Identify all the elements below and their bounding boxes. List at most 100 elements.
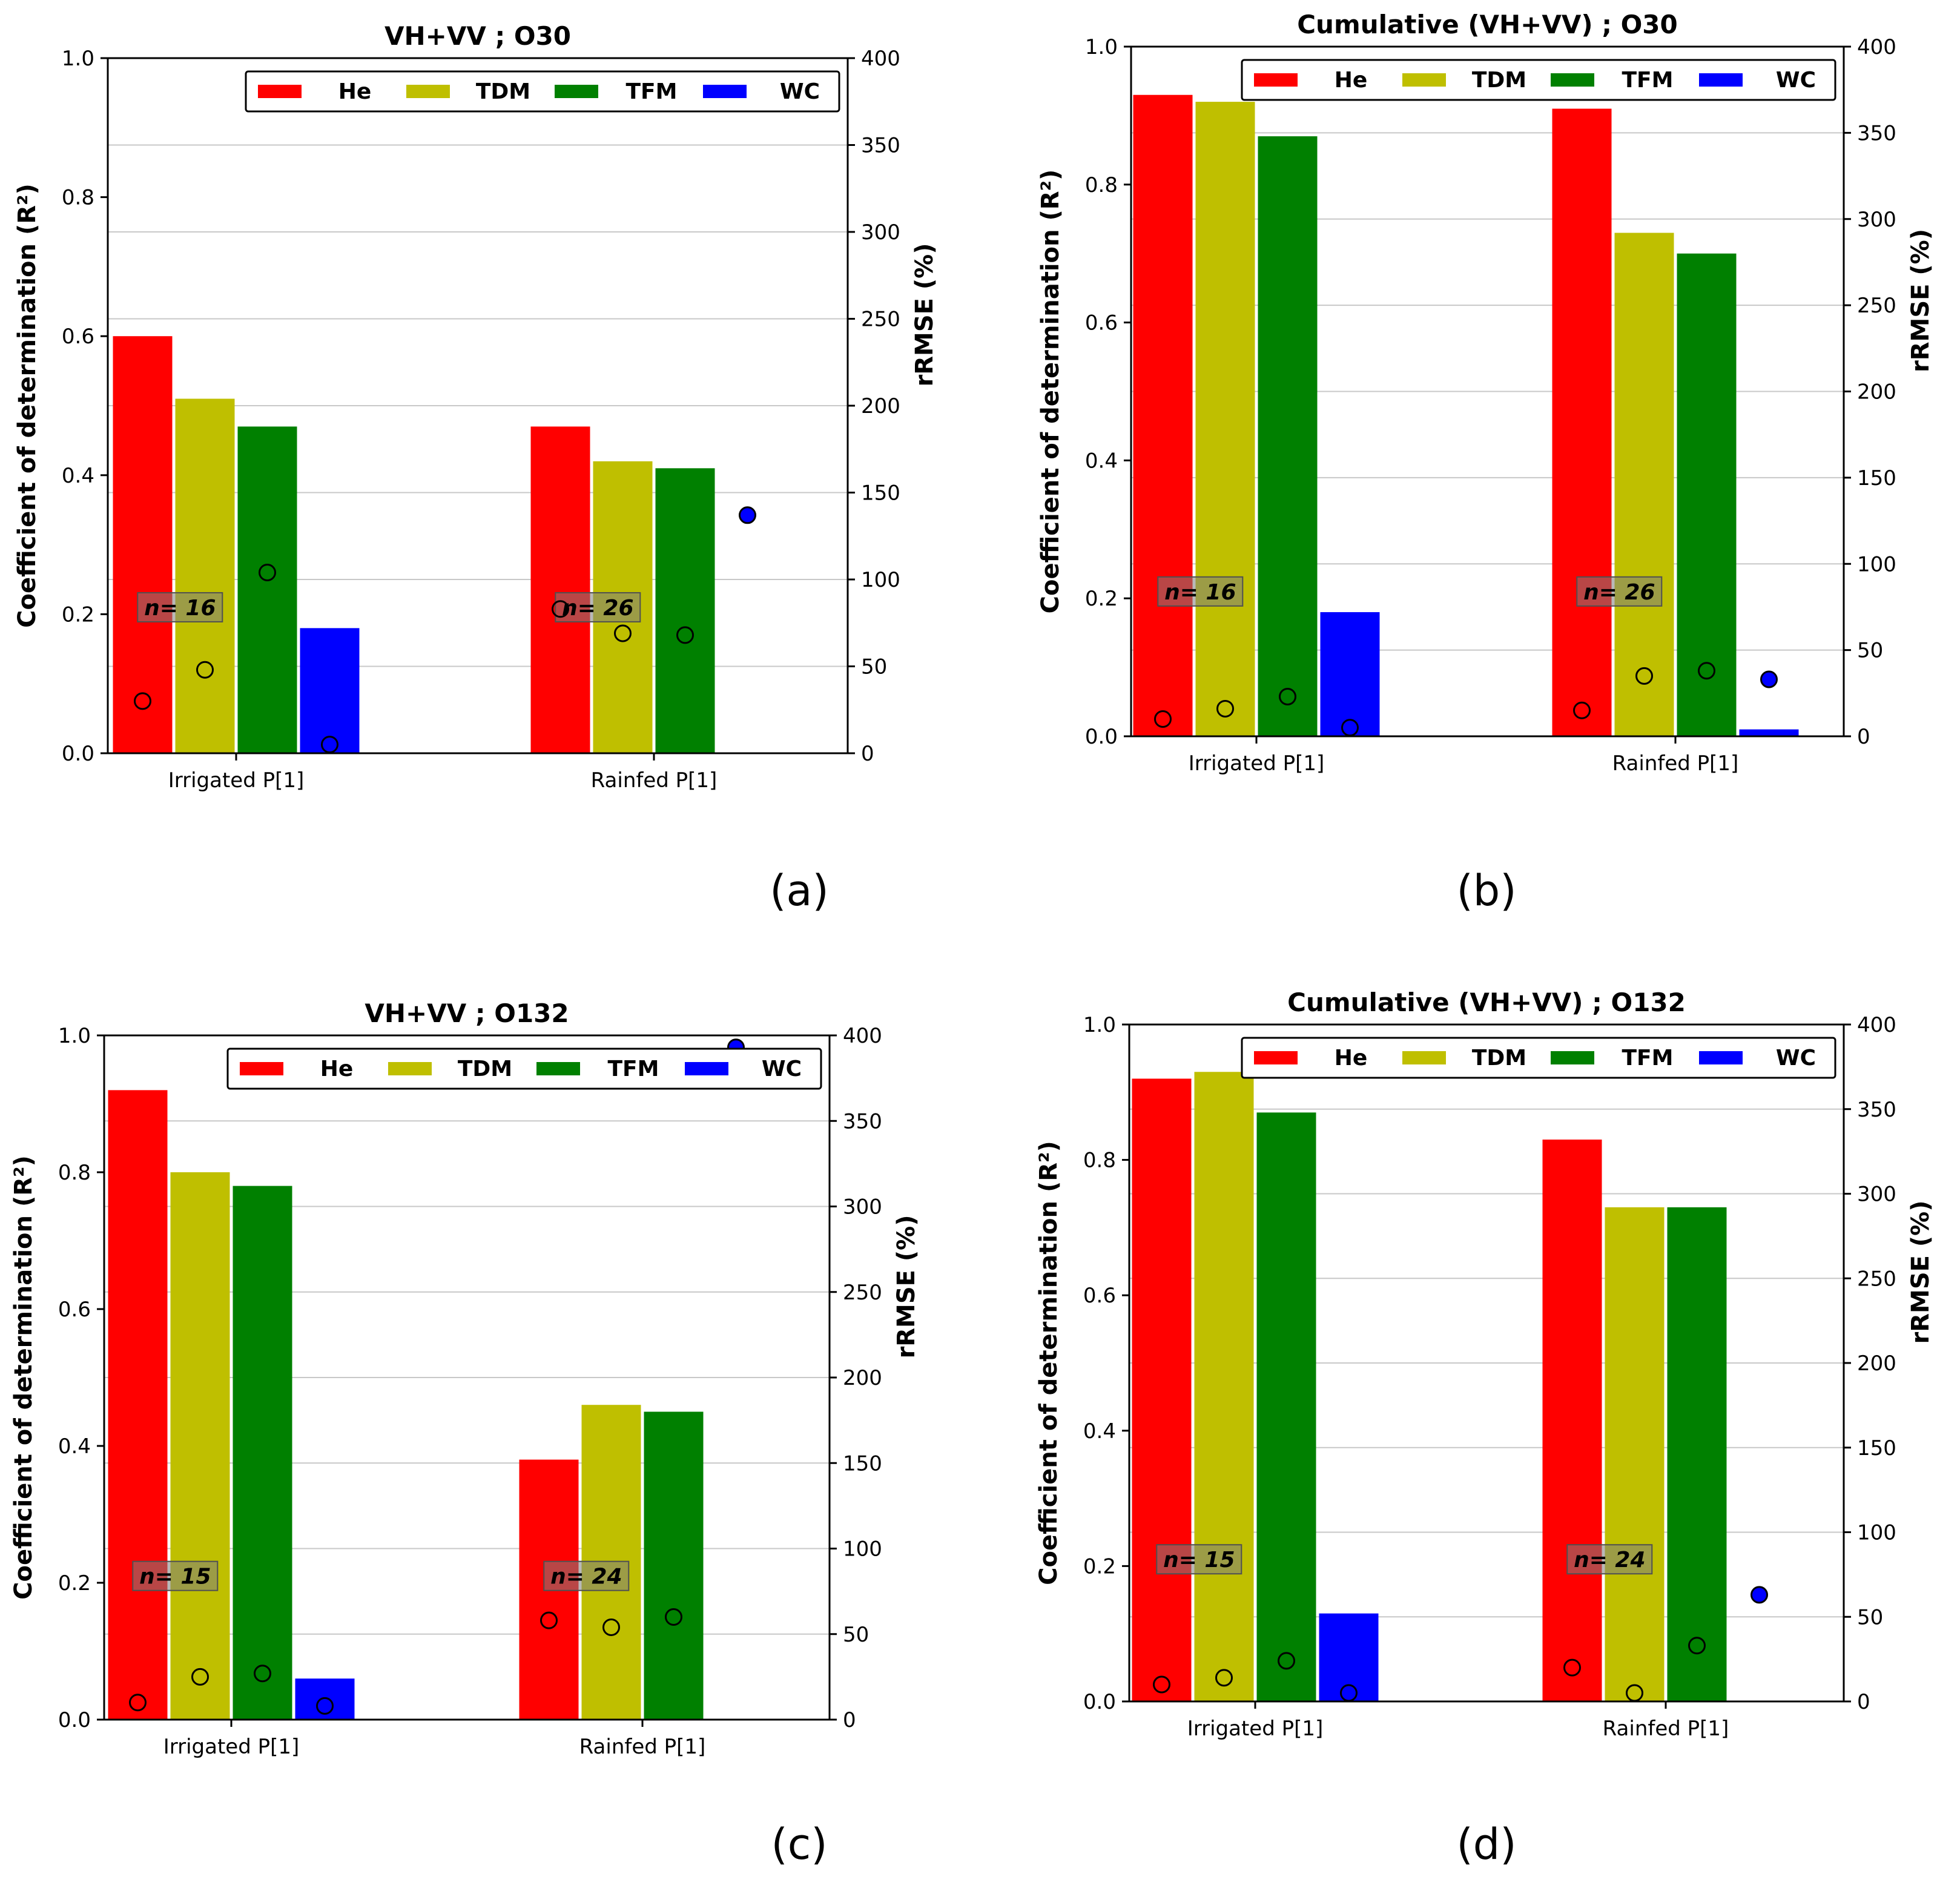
y2-tick-label: 150: [843, 1451, 882, 1476]
rrmse-marker-he: [129, 1694, 147, 1712]
x-tick-label: Rainfed P[1]: [1612, 751, 1739, 776]
bar-tdm-rainfed: [1614, 233, 1674, 736]
legend-swatch-wc: [685, 1062, 728, 1075]
y2-tick-label: 400: [843, 1024, 882, 1048]
rrmse-marker-tfm: [254, 1665, 271, 1683]
x-tick-label: Irrigated P[1]: [1189, 751, 1325, 776]
y2-tick-label: 350: [843, 1109, 882, 1133]
legend-label-wc: WC: [1776, 1046, 1816, 1071]
n-label: n= 26: [562, 596, 633, 621]
n-label-box: [1156, 1544, 1242, 1575]
rrmse-marker-he: [1573, 701, 1591, 719]
x-tick-label: Rainfed P[1]: [579, 1735, 706, 1759]
rrmse-marker-tfm: [676, 626, 694, 644]
y-tick-label: 0.6: [62, 325, 94, 349]
y2-tick-label: 200: [1857, 380, 1896, 404]
y-tick-label: 0.4: [58, 1434, 91, 1459]
legend-swatch-tfm: [536, 1062, 580, 1075]
y2-tick-label: 150: [1857, 1436, 1896, 1460]
y2-tick-label: 250: [843, 1281, 882, 1305]
y2-tick-label: 100: [843, 1537, 882, 1562]
y-tick-label: 1.0: [1083, 1013, 1116, 1037]
y-tick-label: 0.2: [1083, 1554, 1116, 1579]
legend-swatch-wc: [1699, 73, 1743, 87]
n-label-box: [132, 1560, 219, 1591]
bar-wc-irrigated: [300, 628, 360, 753]
y-tick-label: 0.0: [1085, 725, 1118, 749]
y-tick-label: 0.8: [1083, 1149, 1116, 1173]
y2-tick-label: 50: [1857, 639, 1883, 663]
y-tick-label: 0.4: [1085, 449, 1118, 473]
n-label: n= 24: [1574, 1548, 1645, 1572]
y2-tick-label: 300: [843, 1195, 882, 1219]
y2-tick-label: 400: [1857, 35, 1896, 59]
bar-tdm-irrigated: [1194, 1072, 1254, 1701]
chart-title: Cumulative (VH+VV) ; O30: [1297, 10, 1678, 39]
y2-tick-label: 300: [1857, 208, 1896, 232]
bar-wc-irrigated: [1320, 612, 1380, 736]
bar-wc-irrigated: [1319, 1613, 1379, 1701]
legend: He TDM TFM WC: [226, 1048, 822, 1090]
chart-title: Cumulative (VH+VV) ; O132: [1287, 988, 1686, 1017]
chart-title: VH+VV ; O132: [365, 998, 569, 1028]
panel-caption: (d): [1456, 1820, 1516, 1869]
bar-he-irrigated: [1132, 1078, 1192, 1701]
rrmse-marker-he: [134, 692, 151, 710]
legend-label-tfm: TFM: [608, 1057, 659, 1081]
legend-label-tdm: TDM: [1472, 1046, 1526, 1071]
y2-tick-label: 100: [1857, 1521, 1896, 1545]
legend-swatch-wc: [703, 85, 747, 98]
bar-he-rainfed: [1552, 108, 1612, 736]
bar-he-rainfed: [1542, 1140, 1602, 1701]
legend-label-he: He: [338, 79, 372, 104]
bar-tdm-rainfed: [1605, 1207, 1665, 1701]
y-tick-label: 0.2: [58, 1571, 91, 1595]
bar-wc-irrigated: [295, 1678, 355, 1720]
y-axis-label: Coefficient of determination (R²): [10, 1155, 38, 1600]
bar-tfm-irrigated: [1258, 136, 1318, 736]
bar-he-irrigated: [1133, 94, 1193, 737]
legend-label-tdm: TDM: [476, 79, 530, 104]
rrmse-marker-tfm: [259, 564, 276, 582]
legend-swatch-he: [258, 85, 302, 98]
rrmse-marker-he: [552, 600, 569, 618]
bar-he-irrigated: [113, 336, 173, 753]
rrmse-marker-tdm: [602, 1618, 620, 1636]
bar-wc-rainfed: [1739, 729, 1799, 736]
legend: He TDM TFM WC: [1241, 1037, 1836, 1079]
legend: He TDM TFM WC: [1241, 59, 1836, 101]
legend-label-he: He: [1335, 1046, 1368, 1071]
n-label-box: [1566, 1544, 1653, 1575]
y-tick-label: 0.8: [62, 186, 94, 210]
bar-tfm-irrigated: [1256, 1112, 1316, 1701]
n-label: n= 24: [550, 1565, 622, 1589]
legend-swatch-he: [1254, 1051, 1298, 1064]
chart-title: VH+VV ; O30: [384, 21, 571, 51]
x-tick-label: Rainfed P[1]: [591, 768, 718, 793]
y2-tick-label: 50: [861, 655, 887, 679]
rrmse-marker-tfm: [1279, 688, 1296, 706]
rrmse-marker-tfm: [1698, 662, 1715, 680]
legend-swatch-tdm: [1402, 73, 1446, 87]
chart-panel-a: n= 16 n= 26 0.0 0.2 0.4 0.6 0.8 1.0 0 50 100 150 200…: [13, 21, 939, 916]
legend-swatch-tfm: [1551, 1051, 1594, 1064]
legend-swatch-tfm: [1551, 73, 1594, 87]
rrmse-marker-he: [540, 1611, 558, 1629]
y-tick-label: 0.2: [1085, 587, 1118, 611]
n-label-box: [543, 1560, 630, 1591]
bar-tfm-rainfed: [644, 1411, 704, 1720]
legend-label-tfm: TFM: [1622, 1046, 1674, 1071]
x-tick-label: Rainfed P[1]: [1603, 1717, 1729, 1741]
y-tick-label: 1.0: [1085, 35, 1118, 59]
legend-swatch-wc: [1699, 1051, 1743, 1064]
n-label-box: [137, 592, 223, 622]
panel-caption: (c): [771, 1820, 827, 1869]
panel-caption: (a): [770, 866, 829, 916]
rrmse-marker-tdm: [614, 624, 632, 642]
y2-tick-label: 250: [1857, 1267, 1896, 1291]
y-tick-label: 1.0: [58, 1024, 91, 1048]
rrmse-marker-wc: [316, 1697, 334, 1715]
n-label: n= 26: [1583, 580, 1655, 605]
bar-tfm-irrigated: [237, 426, 297, 753]
y2-tick-label: 100: [861, 568, 900, 592]
